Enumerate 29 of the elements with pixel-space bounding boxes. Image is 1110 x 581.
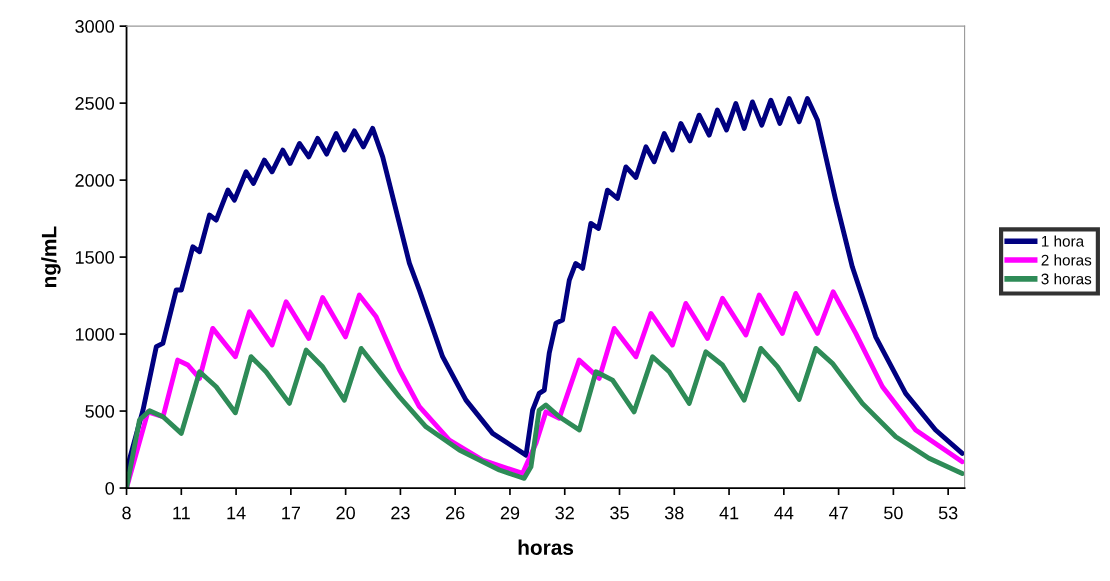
x-tick-label: 53 (938, 506, 958, 520)
y-axis-title: ng/mL (41, 226, 61, 287)
x-tick-label: 35 (610, 506, 629, 520)
y-tick-label: 1000 (75, 328, 115, 341)
y-tick-label: 500 (85, 404, 115, 418)
x-tick-label: 20 (336, 506, 355, 520)
x-tick-label: 11 (173, 506, 190, 520)
x-tick-label: 23 (391, 506, 410, 520)
x-axis-title: horas (518, 539, 574, 555)
y-tick-label: 3000 (75, 20, 115, 33)
y-tick-label: 1500 (75, 251, 115, 264)
legend-label: 1 hora (1041, 235, 1085, 247)
x-tick-label: 26 (446, 506, 465, 520)
x-tick-label: 38 (664, 506, 684, 520)
x-tick-label: 47 (828, 506, 848, 520)
x-tick-label: 14 (227, 506, 246, 520)
x-tick-label: 8 (122, 506, 131, 520)
legend-label: 2 horas (1041, 254, 1092, 266)
legend-label: 3 horas (1041, 273, 1092, 285)
line-series (126, 96, 965, 473)
y-tick-label: 2000 (75, 174, 115, 187)
x-tick-label: 50 (884, 506, 903, 520)
x-tick-label: 41 (719, 506, 739, 520)
y-tick-label: 0 (105, 481, 115, 495)
x-tick-label: 29 (500, 506, 520, 520)
x-tick-label: 32 (555, 506, 574, 520)
y-tick-label: 2500 (75, 97, 115, 110)
x-tick-label: 44 (774, 506, 794, 520)
x-tick-label: 17 (282, 506, 300, 520)
